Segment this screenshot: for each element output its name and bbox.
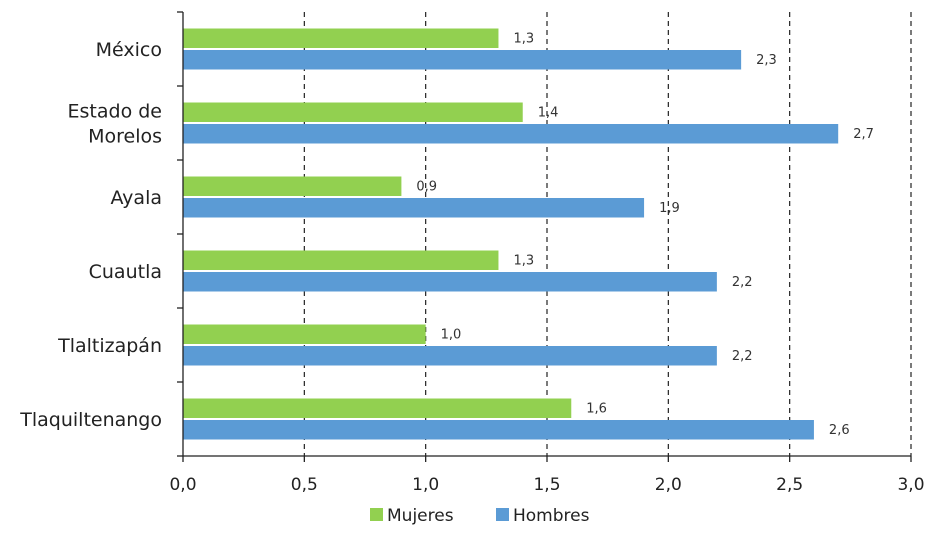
data-label-mujeres-5: 1,6: [586, 401, 607, 416]
bar-mujeres-4: [183, 324, 426, 344]
bar-mujeres-3: [183, 250, 499, 270]
bar-hombres-3: [183, 272, 717, 292]
bar-hombres-0: [183, 50, 742, 70]
category-label-5: Tlaquiltenango: [19, 409, 162, 431]
data-label-hombres-2: 1,9: [659, 201, 680, 216]
x-tick-label-1: 0,5: [291, 475, 318, 495]
legend-label-hombres: Hombres: [513, 506, 590, 526]
x-tick-label-4: 2,0: [655, 475, 682, 495]
bar-hombres-4: [183, 346, 717, 366]
x-tick-label-0: 0,0: [169, 475, 196, 495]
bar-hombres-1: [183, 124, 839, 144]
bar-hombres-5: [183, 420, 814, 440]
bar-mujeres-2: [183, 176, 402, 196]
data-label-hombres-5: 2,6: [829, 423, 850, 438]
bar-mujeres-0: [183, 28, 499, 48]
category-label-2: Ayala: [110, 187, 162, 209]
data-label-mujeres-3: 1,3: [513, 253, 534, 268]
x-tick-label-3: 1,5: [533, 475, 560, 495]
legend: Mujeres Hombres: [370, 506, 590, 526]
bar-mujeres-1: [183, 102, 523, 122]
legend-swatch-mujeres: [370, 508, 383, 521]
data-label-mujeres-4: 1,0: [441, 327, 462, 342]
category-label-3: Cuautla: [89, 261, 162, 283]
x-tick-label-5: 2,5: [776, 475, 803, 495]
labels: 1,3 1,4 0,9 1,3 1,0 1,6 2,3 2,7 1,9 2,2 2,2 2,6 0,0 0…: [19, 31, 924, 495]
category-label-0: México: [96, 39, 162, 61]
data-label-mujeres-1: 1,4: [538, 105, 559, 120]
grid-lines: [303, 12, 912, 456]
data-label-hombres-1: 2,7: [853, 127, 874, 142]
x-tick-label-6: 3,0: [897, 475, 924, 495]
legend-swatch-hombres: [496, 508, 509, 521]
axes: [177, 11, 912, 462]
category-label-4: Tlaltizapán: [57, 335, 162, 357]
data-label-hombres-4: 2,2: [732, 349, 753, 364]
x-tick-label-2: 1,0: [412, 475, 439, 495]
bar-hombres-2: [183, 198, 645, 218]
data-label-hombres-0: 2,3: [756, 53, 777, 68]
data-label-hombres-3: 2,2: [732, 275, 753, 290]
category-label-1: Estado de Morelos: [68, 101, 162, 148]
bar-mujeres-5: [183, 398, 572, 418]
data-label-mujeres-0: 1,3: [513, 31, 534, 46]
legend-label-mujeres: Mujeres: [387, 506, 454, 526]
data-label-mujeres-2: 0,9: [416, 179, 437, 194]
bars: [183, 28, 839, 440]
